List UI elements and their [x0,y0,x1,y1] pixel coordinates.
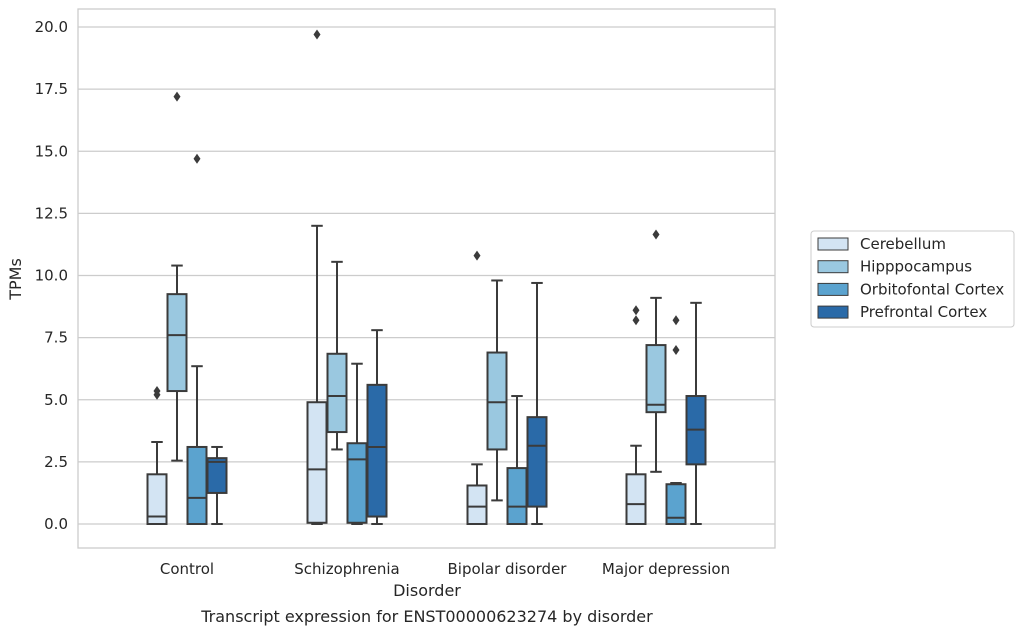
box-cerebellum [306,29,328,525]
outlier-point [672,315,680,326]
outlier-point [153,386,161,397]
box-body [186,445,208,525]
box-body [326,352,348,434]
box-body [625,473,647,525]
outlier-point [632,305,640,316]
x-tick-label: Major depression [602,560,730,578]
box-hipppocampus [326,260,348,451]
plot-frame [77,8,776,549]
box-cerebellum [625,305,647,525]
legend-label-cerebellum: Cerebellum [860,235,946,253]
legend-label-hipppocampus: Hipppocampus [860,258,972,276]
box-body [206,457,228,494]
x-tick-label: Control [160,560,214,578]
box-orbitofontal-cortex [346,362,368,525]
x-axis-title: Disorder [393,581,461,600]
y-tick-label: 2.5 [44,453,68,471]
y-tick-label: 15.0 [35,142,68,160]
box-hipppocampus [486,279,508,502]
outlier-point [672,345,680,356]
y-axis: 0.0 2.5 5.0 7.5 10.0 12.5 15.0 17.5 20.0 [35,18,68,533]
box-orbitofontal-cortex [665,315,687,525]
box-body [506,467,528,525]
y-tick-label: 10.0 [35,267,68,285]
x-tick-label: Bipolar disorder [448,560,568,578]
outlier-point [173,91,181,102]
legend-swatch-hipppocampus [817,260,849,274]
outlier-point [313,29,321,40]
y-tick-label: 20.0 [35,18,68,36]
box-body [645,344,667,414]
legend-swatch-prefrontal-cortex [817,305,849,319]
outlier-point [652,229,660,240]
box-body [166,293,188,393]
box-body [146,473,168,525]
y-axis-title: TPMs [6,258,25,301]
y-tick-label: 7.5 [44,329,68,347]
box-hipppocampus [645,229,667,473]
box-hipppocampus [166,91,188,462]
y-tick-label: 12.5 [35,204,68,222]
box-prefrontal-cortex [526,281,548,525]
box-prefrontal-cortex [685,301,707,525]
y-tick-label: 17.5 [35,80,68,98]
outlier-point [193,153,201,164]
box-body [466,484,488,526]
box-body [665,483,687,525]
box-orbitofontal-cortex [186,153,208,525]
legend-swatch-orbitofontal-cortex [817,282,849,296]
outlier-point [632,315,640,326]
boxes-layer [146,29,707,526]
legend-frame [810,230,1015,328]
chart-caption: Transcript expression for ENST0000062327… [200,607,653,626]
box-body [346,442,368,524]
box-prefrontal-cortex [366,329,388,525]
legend-swatch-cerebellum [817,237,849,251]
x-axis: Control Schizophrenia Bipolar disorder Majo… [160,560,730,578]
box-body [366,383,388,518]
legend-label-orbitofontal-cortex: Orbitofontal Cortex [860,280,1004,298]
legend: Cerebellum Hipppocampus Orbitofontal Corte… [810,230,1015,328]
box-prefrontal-cortex [206,445,228,525]
outlier-point [473,250,481,261]
box-body [526,416,548,508]
x-tick-label: Schizophrenia [294,560,399,578]
plot-background [78,9,775,548]
box-body [306,401,328,524]
box-cerebellum [466,250,488,526]
legend-label-prefrontal-cortex: Prefrontal Cortex [860,303,987,321]
y-tick-label: 0.0 [44,515,68,533]
box-body [486,351,508,451]
box-cerebellum [146,386,168,525]
y-tick-label: 5.0 [44,391,68,409]
